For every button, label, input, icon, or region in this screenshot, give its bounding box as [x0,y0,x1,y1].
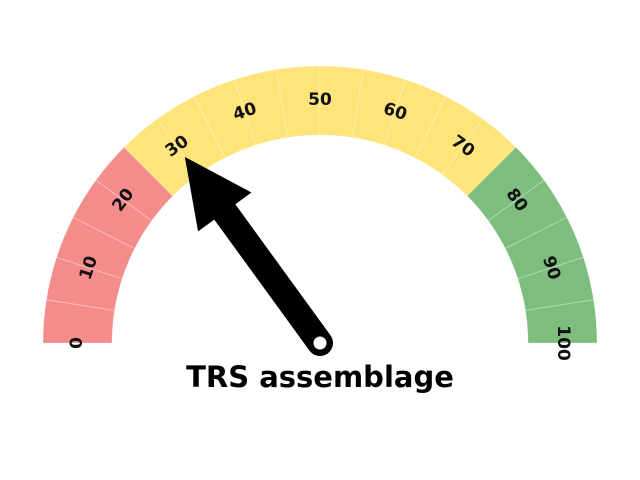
gauge-segment [193,79,257,159]
gauge-segment [95,146,174,222]
gauge-segment [413,95,484,176]
needle-hub [313,336,327,350]
gauge-bands [42,65,598,344]
gauge-segment [517,256,595,311]
chart-title: TRS assemblage [186,360,454,394]
gauge-segment [72,179,153,250]
gauge-segment [56,216,136,280]
gauge-segment [42,299,116,344]
needle-arrowhead [184,156,252,232]
tick-label: 100 [553,325,573,361]
gauge-segment [487,179,568,250]
tick-label: 0 [67,337,87,349]
gauge-needle-group [184,156,333,356]
gauge-segment [233,68,288,146]
gauge-segment [504,216,584,280]
gauge-segment [319,65,364,139]
gauge-segment [383,79,447,159]
gauge-segment [524,299,598,344]
tick-label: 50 [308,90,332,110]
gauge-segment [441,118,517,197]
needle-shaft [211,198,333,356]
